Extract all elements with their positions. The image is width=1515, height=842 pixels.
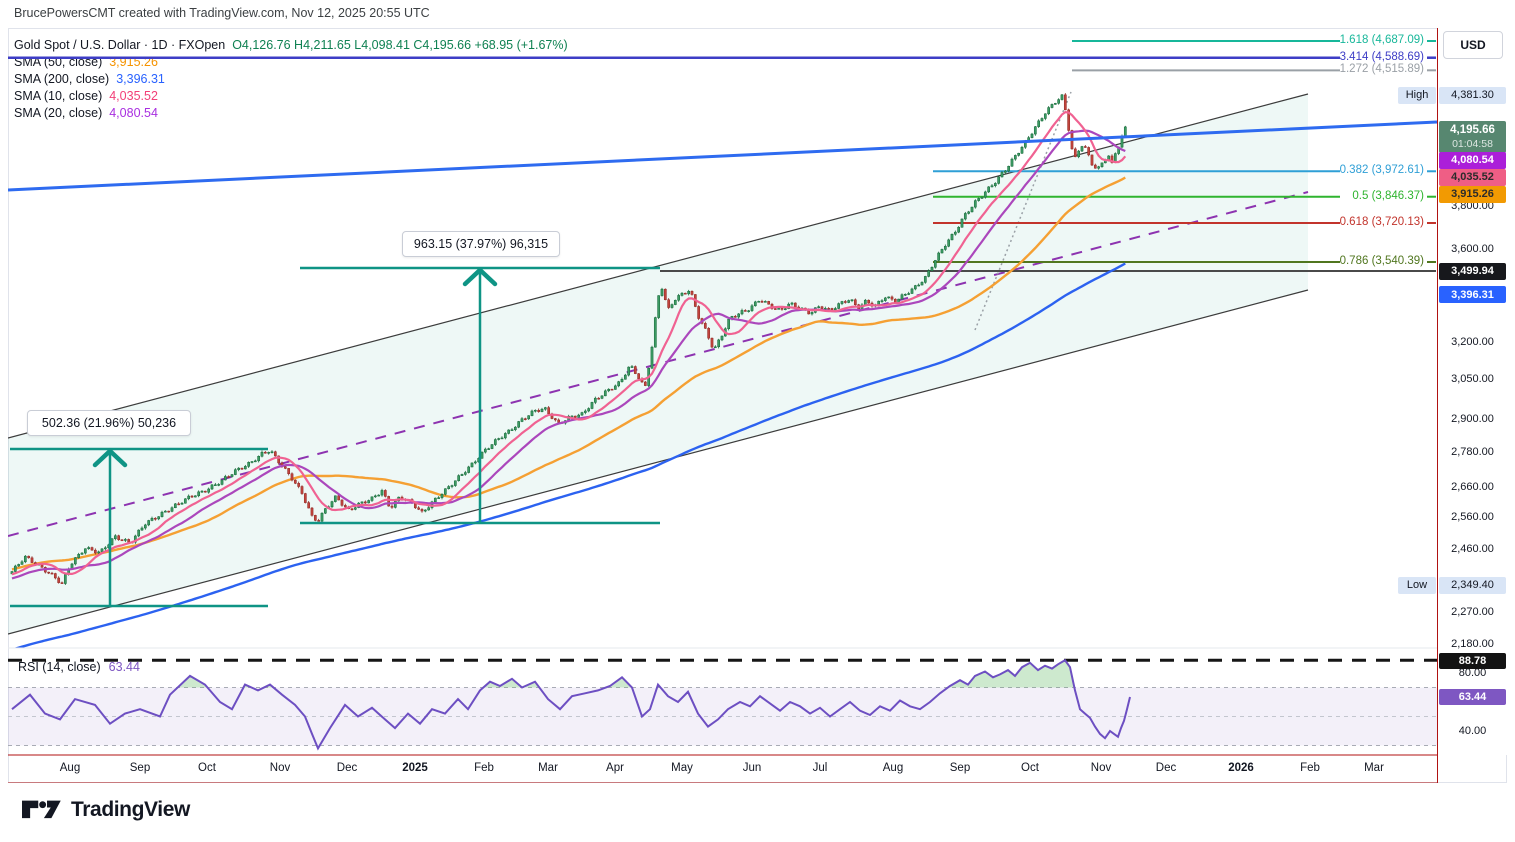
time-axis-label[interactable]: Apr [606,762,624,774]
fib-label-1.272[interactable]: 1.272 (4,515.89) [1339,63,1424,76]
price-axis-border [1437,28,1438,783]
time-axis-label[interactable]: Oct [198,762,216,774]
level-price-chip: 3,499.94 [1439,262,1506,280]
tradingview-logo-icon [22,800,61,819]
fib-label-0.5[interactable]: 0.5 (3,846.37) [1352,189,1424,202]
indicator-label: SMA (200, close) [14,71,110,86]
price-range-label-small[interactable]: 502.36 (21.96%) 50,236 [27,410,191,436]
time-axis-label[interactable]: Sep [949,762,971,774]
time-axis-label[interactable]: Jun [742,762,762,774]
price-tick: 2,270.00 [1451,606,1494,619]
price-tick: 3,600.00 [1451,242,1494,255]
fib-label-0.786[interactable]: 0.786 (3,540.39) [1339,255,1424,267]
symbol-title[interactable]: Gold Spot / U.S. Dollar · 1D · FXOpen [14,37,226,52]
indicator-row-sma20[interactable]: SMA (20, close) 4,080.54 [14,104,158,121]
rsi-tick: 80.00 [1458,667,1487,679]
fib-label-0.618[interactable]: 0.618 (3,720.13) [1339,215,1424,228]
rsi-legend[interactable]: RSI (14, close) 63.44 [18,660,140,674]
price-tick: 3,050.00 [1451,373,1494,386]
price-tick: 2,180.00 [1451,637,1494,650]
rsi-label: RSI (14, close) [18,660,101,674]
high-value-chip: 4,381.30 [1439,86,1506,104]
price-tick: 3,800.00 [1451,200,1494,213]
tradingview-logo[interactable]: TradingView [22,797,190,823]
indicator-value: 3,915.26 [109,54,158,69]
currency-toggle-button[interactable]: USD [1443,31,1503,59]
price-tick: 2,780.00 [1451,446,1494,459]
sma10-price-chip: 4,035.52 [1439,168,1506,186]
time-axis-label[interactable]: Dec [1155,762,1177,774]
time-axis-label[interactable]: Nov [1090,762,1112,774]
price-tick: 2,900.00 [1451,413,1494,426]
indicator-label: SMA (50, close) [14,54,103,69]
time-axis-label[interactable]: Aug [59,762,81,774]
rsi-tick: 40.00 [1458,725,1487,737]
time-axis-label[interactable]: Nov [269,762,291,774]
price-tick: 3,200.00 [1451,335,1494,348]
time-axis-label[interactable]: Sep [129,762,151,774]
time-axis-label[interactable]: Aug [882,762,904,774]
attribution-text: BrucePowersCMT created with TradingView.… [14,6,430,20]
fib-label-3.414[interactable]: 3.414 (4,588.69) [1339,50,1424,63]
price-tick: 2,660.00 [1451,481,1494,494]
chart-frame [8,28,1507,783]
fib-label-1.618[interactable]: 1.618 (4,687.09) [1339,34,1424,46]
time-axis-label[interactable]: Jul [812,762,828,774]
indicator-value: 4,080.54 [109,105,158,120]
indicator-row-sma50[interactable]: SMA (50, close) 3,915.26 [14,53,158,70]
low-tag: Low [1398,576,1436,594]
price-range-label-large[interactable]: 963.15 (37.97%) 96,315 [402,231,560,257]
bar-countdown: 01:04:58 [1452,138,1493,150]
time-axis-label[interactable]: Oct [1021,762,1039,774]
last-price-chip: 4,195.66 01:04:58 [1439,121,1506,153]
time-axis-label[interactable]: Mar [538,762,558,774]
time-axis-label[interactable]: 2025 [402,762,428,774]
last-price: 4,195.66 [1450,124,1495,136]
high-tag: High [1398,86,1436,104]
time-axis-label[interactable]: Feb [474,762,494,774]
time-axis-label[interactable]: Mar [1364,762,1384,774]
indicator-row-sma200[interactable]: SMA (200, close) 3,396.31 [14,70,165,87]
rsi-value-chip: 63.44 [1439,689,1506,705]
ohlc-values: O4,126.76 H4,211.65 L4,098.41 C4,195.66 … [232,37,568,52]
time-axis-label[interactable]: May [671,762,693,774]
indicator-label: SMA (20, close) [14,105,103,120]
time-axis-label[interactable]: Feb [1300,762,1320,774]
time-axis-label[interactable]: 2026 [1228,762,1254,774]
tradingview-logo-text: TradingView [71,798,190,821]
low-value-chip: 2,349.40 [1439,576,1506,594]
indicator-row-sma10[interactable]: SMA (10, close) 4,035.52 [14,87,158,104]
indicator-value: 3,396.31 [116,71,165,86]
rsi-value: 63.44 [108,660,140,674]
indicator-value: 4,035.52 [109,88,158,103]
sma50-price-chip: 3,915.26 [1439,185,1506,203]
time-axis-label[interactable]: Dec [336,762,358,774]
rsi-level-chip: 88.78 [1439,653,1506,669]
price-tick: 2,460.00 [1451,542,1494,555]
indicator-label: SMA (10, close) [14,88,103,103]
sma200-price-chip: 3,396.31 [1439,286,1506,303]
sma20-price-chip: 4,080.54 [1439,151,1506,169]
price-tick: 2,560.00 [1451,511,1494,524]
fib-label-0.382[interactable]: 0.382 (3,972.61) [1339,164,1424,177]
